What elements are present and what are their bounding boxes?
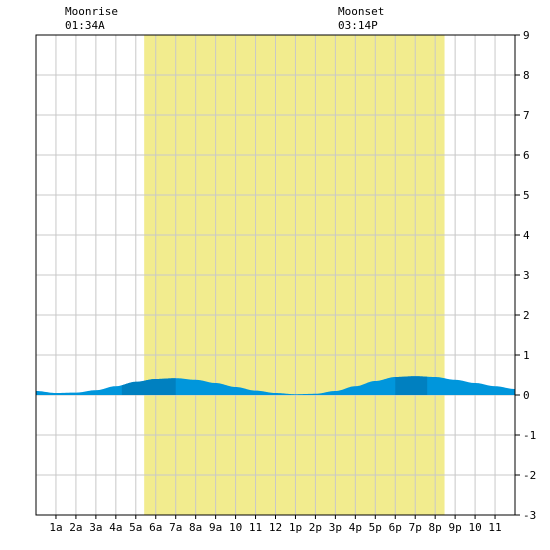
x-tick-label: 7p (409, 521, 422, 534)
y-tick-label: 2 (523, 309, 530, 322)
x-tick-label: 5a (129, 521, 142, 534)
x-tick-label: 3a (89, 521, 102, 534)
y-tick-label: -2 (523, 469, 536, 482)
x-tick-label: 2a (69, 521, 82, 534)
y-tick-label: 4 (523, 229, 530, 242)
y-tick-label: 6 (523, 149, 530, 162)
y-tick-label: 0 (523, 389, 530, 402)
y-tick-label: -3 (523, 509, 536, 522)
x-tick-label: 12 (269, 521, 282, 534)
y-tick-label: 9 (523, 29, 530, 42)
x-tick-label: 11 (249, 521, 262, 534)
x-tick-label: 5p (369, 521, 382, 534)
tide-fill-highlight (395, 376, 428, 395)
tide-fill-highlight (121, 378, 176, 395)
y-tick-label: -1 (523, 429, 536, 442)
moonset-label: Moonset (338, 5, 384, 18)
x-tick-label: 8a (189, 521, 202, 534)
x-tick-label: 10 (468, 521, 481, 534)
tide-area (36, 376, 515, 395)
x-tick-label: 10 (229, 521, 242, 534)
y-tick-label: 1 (523, 349, 530, 362)
x-tick-label: 11 (488, 521, 501, 534)
x-tick-label: 4a (109, 521, 122, 534)
x-tick-label: 9p (449, 521, 462, 534)
x-tick-label: 4p (349, 521, 362, 534)
x-tick-label: 1p (289, 521, 302, 534)
x-axis: 1a 2a 3a 4a 5a 6a 7a 8a 9a 10 11 12 1p 2p 3p 4p 5p 6p 7p 8p… (49, 515, 502, 534)
x-tick-label: 9a (209, 521, 222, 534)
moonrise-label: Moonrise (65, 5, 118, 18)
x-tick-label: 3p (329, 521, 342, 534)
x-tick-label: 1a (49, 521, 62, 534)
y-tick-label: 3 (523, 269, 530, 282)
y-tick-label: 8 (523, 69, 530, 82)
x-tick-label: 8p (429, 521, 442, 534)
x-tick-label: 7a (169, 521, 182, 534)
x-tick-label: 6p (389, 521, 402, 534)
y-tick-label: 7 (523, 109, 530, 122)
moonset-time: 03:14P (338, 19, 378, 32)
y-tick-label: 5 (523, 189, 530, 202)
x-tick-label: 6a (149, 521, 162, 534)
moonrise-time: 01:34A (65, 19, 105, 32)
x-tick-label: 2p (309, 521, 322, 534)
y-axis: 9 8 7 6 5 4 3 2 1 0 -1 -2 -3 (515, 29, 536, 522)
